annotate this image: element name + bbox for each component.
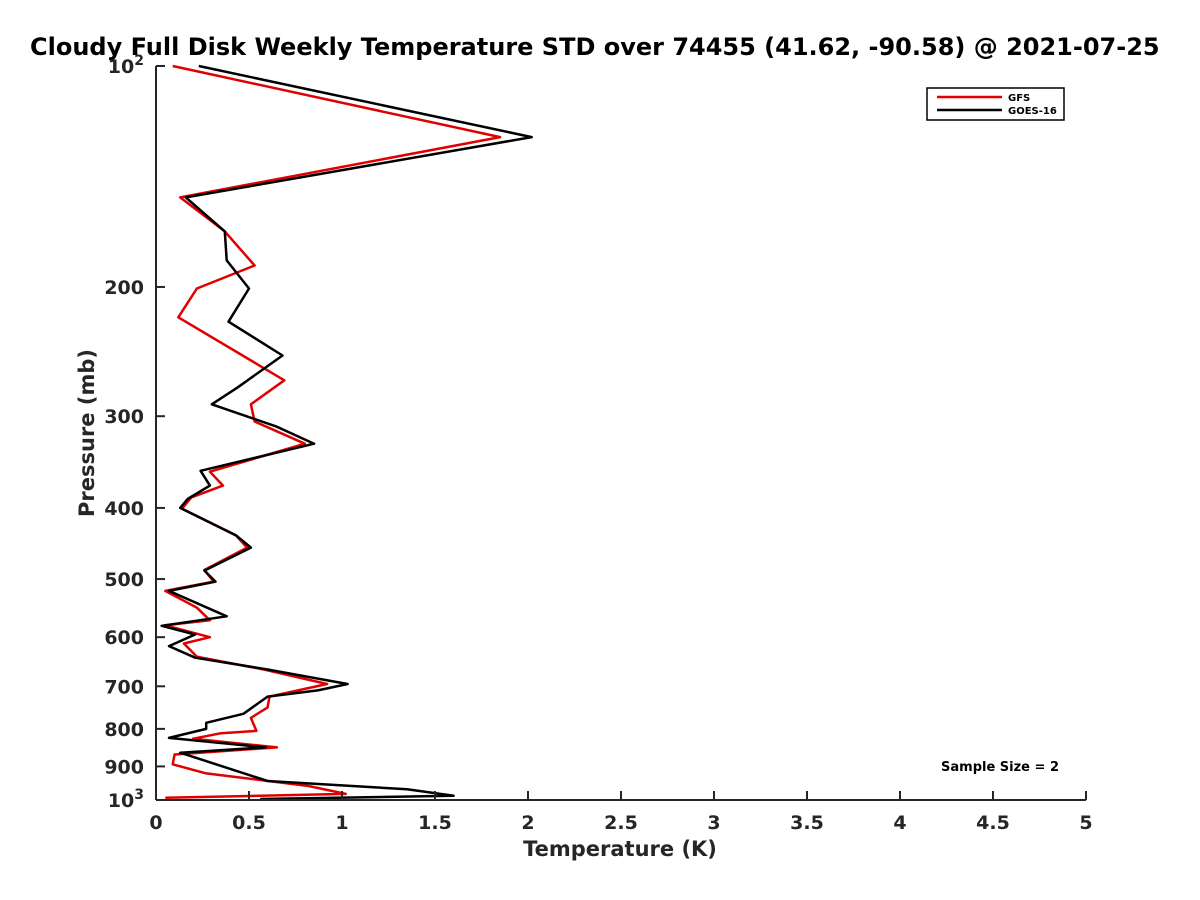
x-tick-label: 1 (335, 812, 348, 834)
y-tick-label: 700 (104, 676, 144, 698)
x-axis-label: Temperature (K) (523, 837, 717, 861)
x-tick-label: 0.5 (232, 812, 266, 834)
y-tick-label: 900 (104, 756, 144, 778)
x-tick-label: 2.5 (604, 812, 638, 834)
y-tick-label: 600 (104, 627, 144, 649)
x-tick-label: 0 (149, 812, 162, 834)
series-line-gfs (164, 64, 502, 800)
y-tick-label: 800 (104, 719, 144, 741)
y-tick-label: 500 (104, 569, 144, 591)
legend-box (926, 87, 1065, 121)
y-tick-label: 300 (104, 406, 144, 428)
x-tick-label: 2 (521, 812, 534, 834)
x-tick-label: 3.5 (790, 812, 824, 834)
x-tick-label: 5 (1079, 812, 1092, 834)
sample-size-annotation: Sample Size = 2 (941, 760, 1059, 775)
y-tick-label: 400 (104, 498, 144, 520)
y-tick-label: 103 (108, 787, 144, 812)
y-tick-label: 102 (108, 53, 144, 78)
x-tick-label: 3 (707, 812, 720, 834)
chart-title: Cloudy Full Disk Weekly Temperature STD … (30, 33, 1160, 61)
x-tick-label: 4.5 (976, 812, 1010, 834)
y-tick-label: 200 (104, 277, 144, 299)
series-line-goes16 (160, 64, 533, 801)
y-axis-label: Pressure (mb) (75, 349, 99, 517)
legend-label-gfs: GFS (1008, 93, 1030, 104)
x-tick-label: 4 (893, 812, 906, 834)
x-tick-label: 1.5 (418, 812, 452, 834)
series-layer (160, 64, 533, 801)
axes-layer: 0 0.5 1 1.5 2 2.5 3 3.5 4 4.5 5 102 200 300 400 500 600 7… (104, 53, 1092, 834)
legend-label-goes16: GOES-16 (1008, 106, 1057, 117)
legend: GFS GOES-16 (926, 87, 1065, 121)
